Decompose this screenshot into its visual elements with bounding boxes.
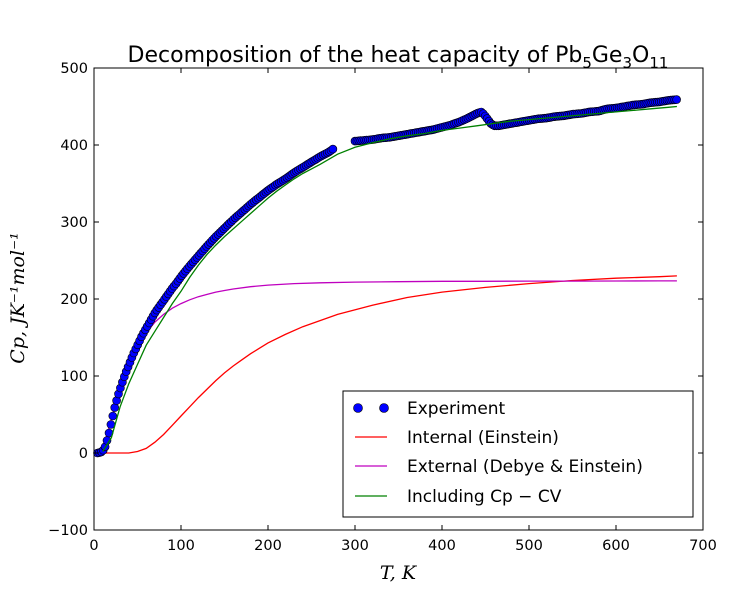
axis-ticks: 0 100 200 300 400 500 600 700−10001002003004005… (48, 61, 717, 554)
legend-box (342, 390, 694, 518)
y-tick-label: 400 (60, 138, 88, 154)
x-tick-label: 100 (167, 538, 195, 554)
plot-area (93, 95, 681, 458)
legend-label: Experiment (407, 399, 506, 419)
legend-marker-experiment (353, 403, 363, 413)
x-tick-label: 300 (341, 538, 369, 554)
y-tick-label: 200 (60, 292, 88, 308)
x-tick-label: 0 (89, 538, 98, 554)
legend-label: Internal (Einstein) (407, 428, 559, 448)
legend-label: External (Debye & Einstein) (407, 457, 643, 477)
x-tick-label: 200 (254, 538, 282, 554)
x-tick-label: 500 (515, 538, 543, 554)
experiment-point (672, 95, 681, 104)
plot-frame (93, 67, 704, 531)
experiment-point (328, 144, 338, 154)
y-tick-label: 500 (60, 61, 88, 77)
y-tick-label: −100 (48, 523, 88, 539)
y-tick-label: 100 (60, 369, 88, 385)
series-internal-einstein-line (102, 275, 677, 454)
y-tick-label: 300 (60, 215, 88, 231)
y-axis-label: Cp, JK⁻¹mol⁻¹ (7, 232, 29, 363)
x-tick-label: 600 (602, 538, 630, 554)
x-tick-label: 700 (689, 538, 717, 554)
experiment-point (108, 411, 118, 421)
series-including-cp-cv-line (102, 105, 677, 452)
legend-marker-experiment (379, 403, 389, 413)
legend-label: Including Cp − CV (407, 487, 562, 507)
legend: Experiment Internal (Einstein) External (D… (342, 390, 694, 518)
x-tick-label: 400 (428, 538, 456, 554)
chart-title: Decomposition of the heat capacity of Pb… (128, 43, 669, 72)
x-axis-label: T, K (380, 562, 418, 584)
y-tick-label: 0 (79, 446, 88, 462)
